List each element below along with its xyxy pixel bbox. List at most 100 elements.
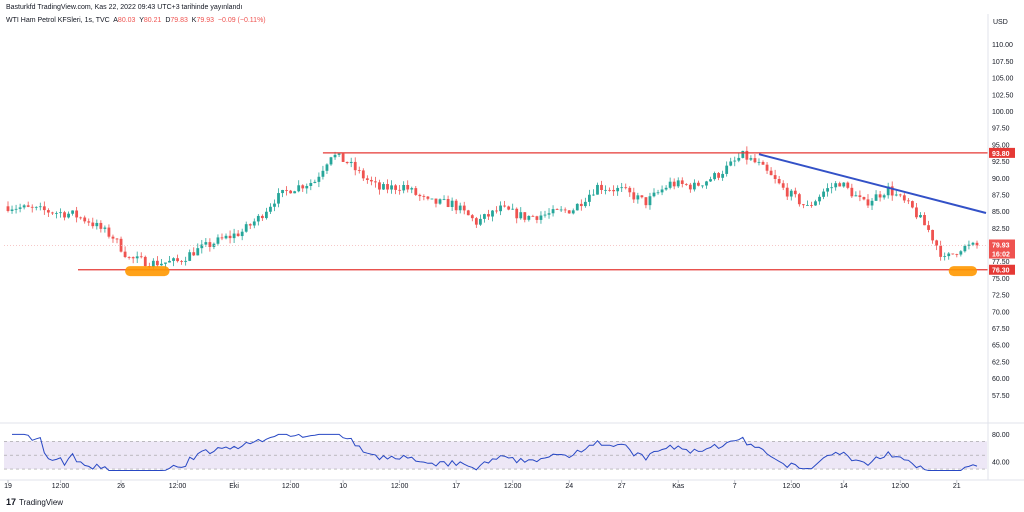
candle-body — [216, 237, 220, 244]
candle-body — [814, 201, 817, 206]
open-label: A — [113, 17, 118, 24]
candle-body — [67, 213, 70, 218]
candle-body — [224, 235, 228, 239]
candle-body — [519, 212, 523, 219]
price-pane[interactable] — [4, 146, 988, 277]
candle-body — [801, 204, 805, 206]
candle-body — [333, 154, 337, 158]
candle-body — [75, 210, 79, 218]
candle-body — [927, 225, 930, 230]
candle-body — [414, 188, 418, 195]
candle-body — [600, 184, 603, 190]
x-tick-label: 12:00 — [169, 483, 187, 490]
close-label: K — [191, 17, 197, 24]
candle-body — [289, 190, 293, 194]
candle-body — [135, 256, 139, 259]
y-tick-label: 87.50 — [992, 192, 1010, 199]
tradingview-logo[interactable]: 17 TradingView — [6, 497, 63, 507]
candle-body — [103, 227, 107, 229]
candle-body — [701, 185, 704, 187]
candle-body — [317, 176, 321, 182]
candle-body — [684, 183, 688, 185]
candle-body — [915, 207, 918, 218]
candle-body — [769, 170, 773, 176]
rsi-tick-label: 80.00 — [992, 432, 1010, 439]
candle-body — [822, 191, 825, 197]
candle-body — [252, 221, 256, 226]
candle-body — [680, 180, 684, 184]
candle-body — [551, 209, 555, 214]
candle-body — [741, 150, 745, 158]
candle-body — [705, 181, 708, 186]
candle-body — [943, 256, 947, 257]
x-tick-label: 12:00 — [391, 483, 409, 490]
candle-body — [168, 260, 171, 263]
x-tick-label: 12:00 — [783, 483, 801, 490]
candle-body — [592, 194, 595, 196]
candle-body — [672, 181, 676, 187]
x-tick-label: 24 — [565, 483, 573, 490]
candle-body — [99, 222, 103, 229]
candle-body — [349, 161, 353, 164]
candle-body — [656, 192, 660, 194]
candle-body — [172, 258, 175, 261]
candle-body — [761, 161, 765, 165]
x-tick-label: 10 — [339, 483, 347, 490]
candle-body — [446, 199, 450, 207]
candle-body — [919, 215, 922, 218]
candle-body — [947, 253, 951, 257]
symbol-name: WTI Ham Petrol KFSleri, 1s, TVC — [6, 17, 110, 24]
high-label: Y — [139, 17, 144, 24]
candle-body — [579, 203, 583, 207]
candle-body — [563, 209, 567, 211]
candle-body — [240, 231, 244, 237]
candle-body — [474, 218, 478, 225]
candle-body — [325, 164, 329, 171]
currency-unit: USD — [993, 19, 1008, 26]
candle-body — [378, 182, 381, 190]
candle-body — [418, 194, 422, 197]
candle-body — [810, 205, 813, 206]
candle-body — [729, 161, 733, 166]
candle-body — [26, 205, 30, 207]
candle-body — [285, 189, 288, 191]
candle-body — [107, 227, 111, 237]
candle-body — [196, 248, 200, 256]
candle-body — [971, 242, 975, 245]
candle-body — [361, 170, 365, 179]
candle-body — [95, 222, 99, 227]
candle-body — [71, 210, 74, 214]
candle-body — [208, 242, 212, 247]
candle-body — [648, 196, 652, 206]
candle-body — [450, 200, 454, 207]
candle-body — [470, 215, 474, 219]
candle-body — [834, 183, 838, 188]
rsi-line — [12, 433, 978, 471]
candle-body — [612, 189, 616, 192]
candle-body — [846, 182, 850, 188]
candle-body — [688, 184, 692, 190]
candle-body — [256, 215, 260, 222]
candle-body — [386, 184, 389, 190]
candle-body — [826, 188, 830, 192]
candle-body — [906, 200, 910, 202]
candle-body — [547, 213, 551, 215]
candle-body — [515, 208, 519, 219]
candle-body — [30, 206, 34, 208]
low-label: D — [165, 17, 171, 24]
candle-body — [51, 212, 54, 214]
candle-body — [155, 260, 159, 266]
candle-body — [818, 196, 821, 202]
candle-body — [854, 195, 858, 197]
candle-body — [511, 208, 515, 210]
candle-body — [410, 188, 414, 190]
candle-body — [374, 181, 377, 183]
candle-body — [757, 161, 761, 163]
candle-body — [406, 185, 410, 190]
candle-body — [749, 158, 753, 160]
candle-body — [539, 215, 543, 220]
candle-body — [939, 245, 943, 257]
rsi-pane[interactable] — [4, 433, 987, 471]
candle-body — [228, 235, 232, 239]
candle-body — [963, 245, 967, 252]
